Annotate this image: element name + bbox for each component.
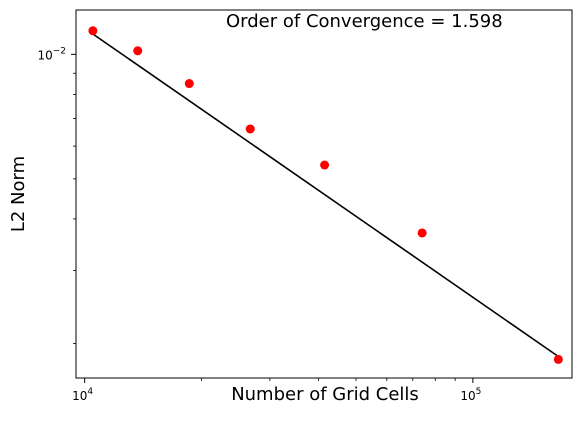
x-tick-label: 104 xyxy=(72,387,93,403)
data-point xyxy=(133,46,143,56)
x-tick-label: 105 xyxy=(460,387,481,403)
data-point xyxy=(553,354,563,364)
x-axis-label: Number of Grid Cells xyxy=(231,384,419,405)
plot-frame xyxy=(75,9,573,379)
data-points-layer xyxy=(88,26,563,364)
y-axis-label: L2 Norm xyxy=(8,156,29,232)
data-point xyxy=(320,160,330,170)
fit-line xyxy=(92,33,559,358)
data-point xyxy=(184,79,194,89)
data-point xyxy=(88,26,98,36)
data-point xyxy=(417,228,427,238)
convergence-annotation: Order of Convergence = 1.598 xyxy=(226,11,503,32)
data-point xyxy=(245,124,255,134)
y-tick-label: 10−2 xyxy=(37,46,66,62)
ticks-layer: 104 105 10−2 xyxy=(37,46,481,403)
fit-line-layer xyxy=(92,33,559,358)
